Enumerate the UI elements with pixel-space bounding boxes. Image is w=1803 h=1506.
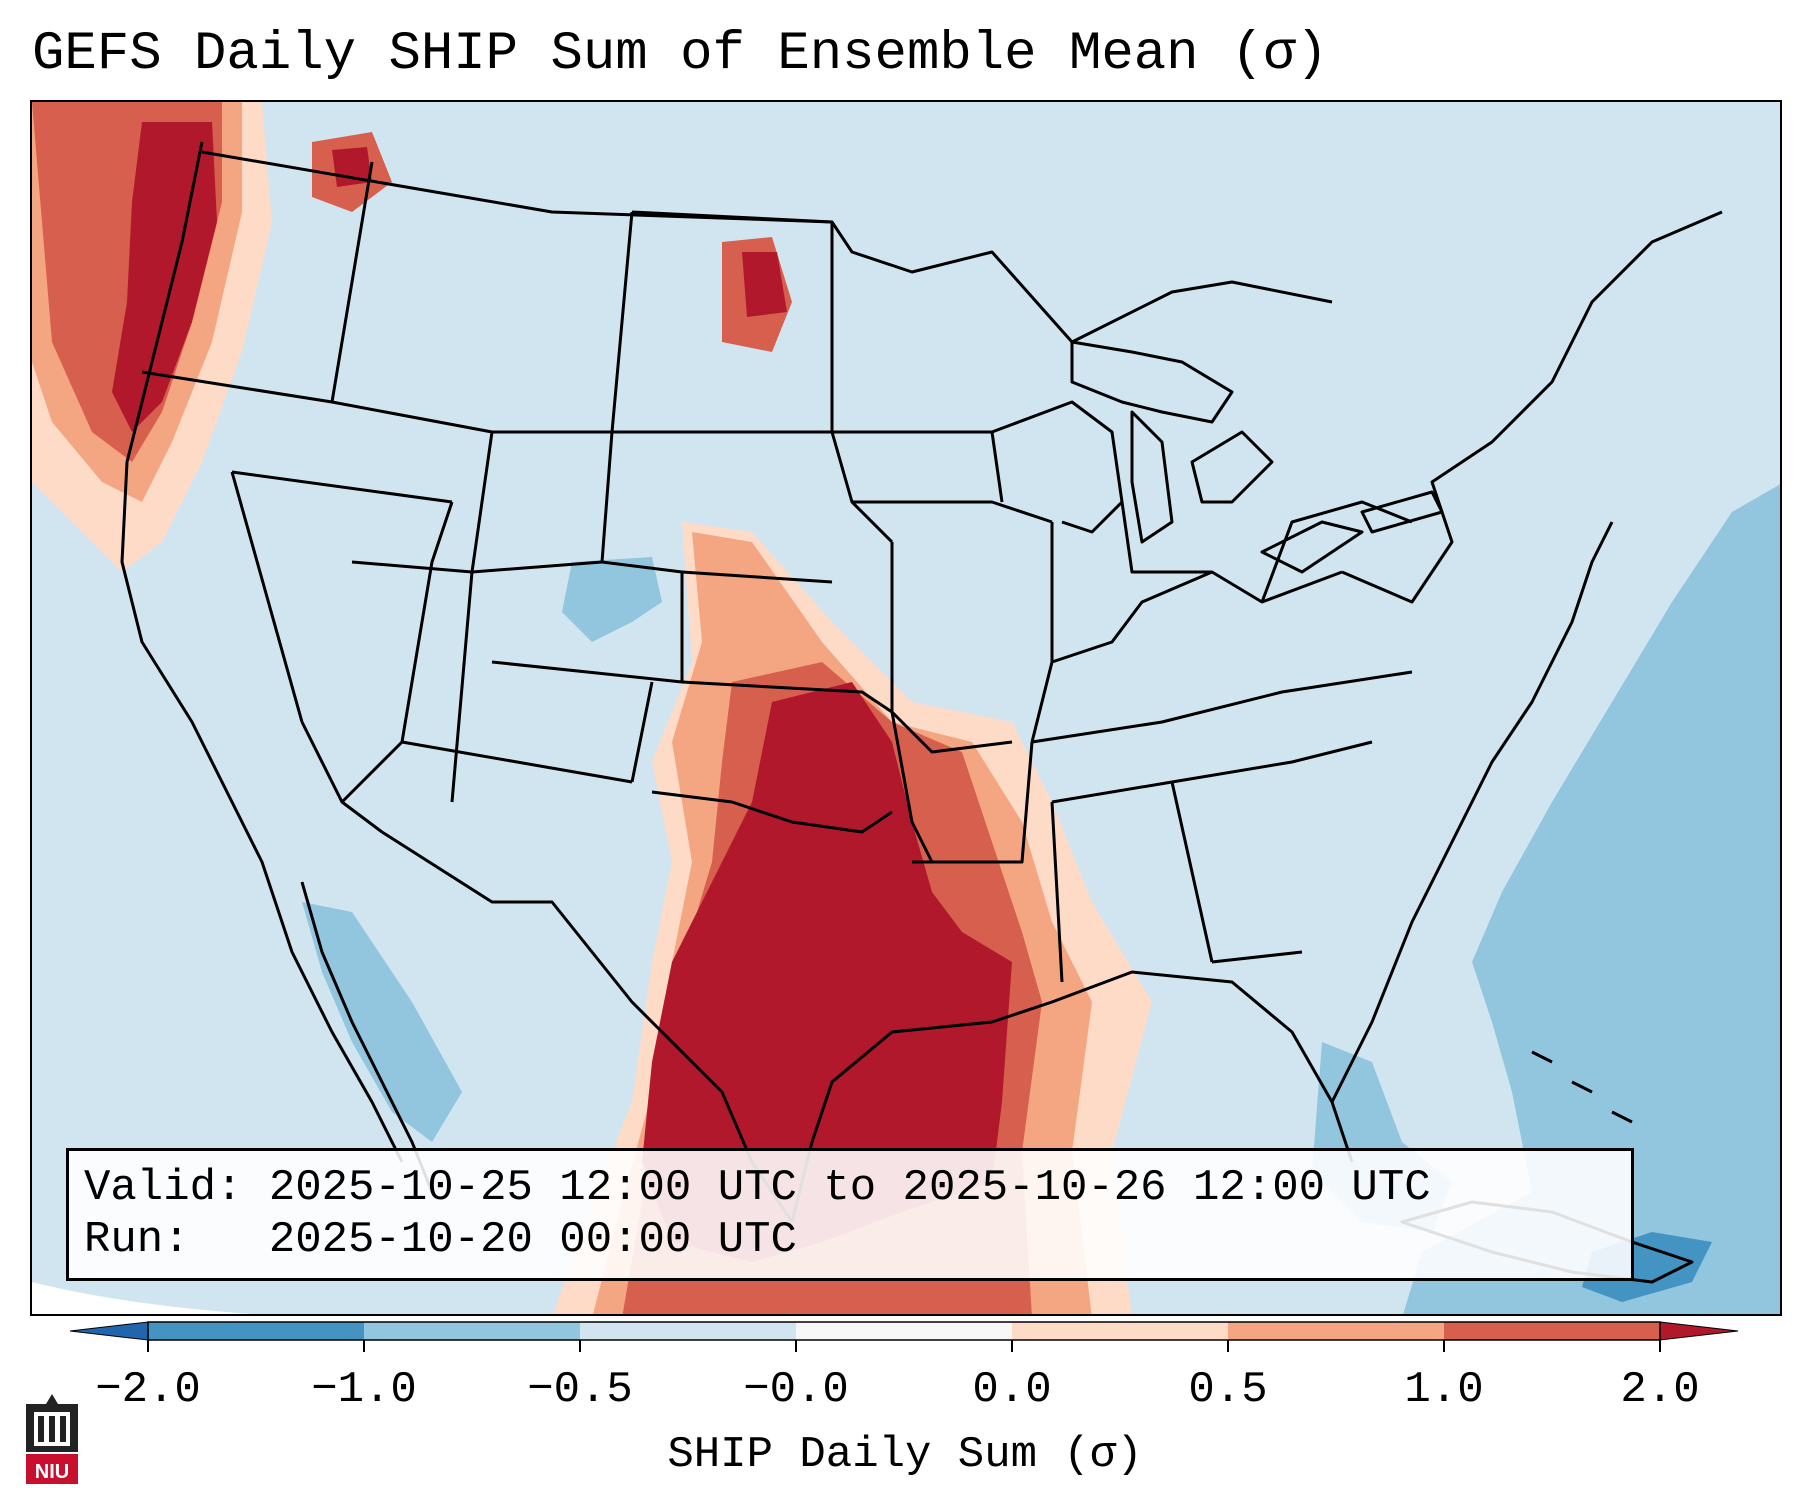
- map-canvas: [32, 102, 1780, 1314]
- colorbar: [70, 1321, 1739, 1352]
- anomaly-ndakota-core: [742, 252, 787, 317]
- valid-label: Valid:: [84, 1163, 243, 1213]
- colorbar-bin: [1228, 1322, 1444, 1340]
- map-panel[interactable]: [30, 100, 1782, 1316]
- colorbar-bin: [1012, 1322, 1228, 1340]
- anomaly-atlantic-negative: [1403, 484, 1780, 1314]
- validity-info-box: Valid: 2025-10-25 12:00 UTC to 2025-10-2…: [66, 1148, 1634, 1281]
- colorbar-bin: [364, 1322, 580, 1340]
- colorbar-tick-label: −0.0: [743, 1365, 849, 1415]
- niu-logo: NIU: [26, 1394, 78, 1484]
- state-boundaries: [120, 141, 1723, 1284]
- colorbar-bin: [148, 1322, 364, 1340]
- colorbar-label: SHIP Daily Sum (σ): [667, 1430, 1143, 1480]
- colorbar-tick-label: 0.5: [1188, 1365, 1268, 1415]
- anomaly-colorado-negative: [562, 557, 662, 642]
- chart-title: GEFS Daily SHIP Sum of Ensemble Mean (σ): [32, 24, 1329, 85]
- colorbar-over-extension: [1659, 1321, 1739, 1341]
- colorbar-bin: [1444, 1322, 1660, 1340]
- valid-time-line: Valid: 2025-10-25 12:00 UTC to 2025-10-2…: [84, 1161, 1431, 1215]
- valid-value: 2025-10-25 12:00 UTC to 2025-10-26 12:00…: [268, 1163, 1431, 1213]
- colorbar-tick-label: −2.0: [95, 1365, 201, 1415]
- colorbar-tick-label: 2.0: [1620, 1365, 1700, 1415]
- run-time-line: Run: 2025-10-20 00:00 UTC: [84, 1213, 797, 1267]
- colorbar-tick-label: −1.0: [311, 1365, 417, 1415]
- colorbar-label-wrap: SHIP Daily Sum (σ): [30, 1428, 1780, 1482]
- colorbar-tick-label: 0.0: [972, 1365, 1052, 1415]
- colorbar-bin: [796, 1322, 1012, 1340]
- run-label: Run:: [84, 1215, 190, 1265]
- colorbar-tick-label: 1.0: [1404, 1365, 1484, 1415]
- run-value: 2025-10-20 00:00 UTC: [268, 1215, 797, 1265]
- colorbar-bin: [580, 1322, 796, 1340]
- logo-text: NIU: [35, 1461, 69, 1483]
- anomaly-gulf-california-negative: [302, 902, 462, 1142]
- colorbar-tick-label: −0.5: [527, 1365, 633, 1415]
- colorbar-outline: [147, 1321, 1661, 1341]
- anomaly-plains-extreme: [642, 682, 1012, 1262]
- colorbar-under-extension: [70, 1321, 149, 1341]
